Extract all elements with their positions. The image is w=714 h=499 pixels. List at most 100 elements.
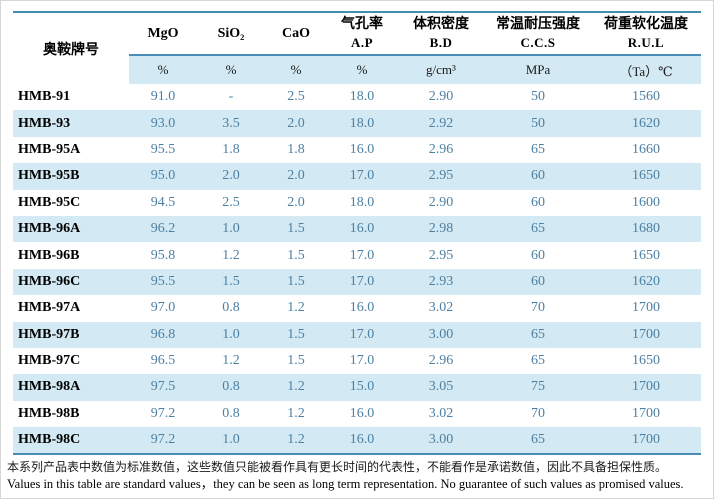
value-cell: 0.8 bbox=[222, 379, 240, 395]
value-cell: 3.05 bbox=[428, 379, 454, 395]
value-cell: 1.0 bbox=[197, 427, 265, 456]
column-header-1: SiO₂ bbox=[197, 12, 265, 56]
value-cell: 18.0 bbox=[349, 194, 375, 210]
brand-cell: HMB-91 bbox=[18, 89, 71, 105]
value-cell: 1.0 bbox=[222, 326, 240, 342]
brand-cell: HMB-96B bbox=[18, 247, 80, 263]
value-cell: 1620 bbox=[632, 273, 660, 289]
value-cell: 91.0 bbox=[150, 89, 176, 105]
value-cell: 1.2 bbox=[222, 353, 240, 369]
value-cell: 3.00 bbox=[397, 427, 485, 456]
value-cell: 1650 bbox=[632, 168, 660, 184]
value-cell: 2.0 bbox=[287, 115, 305, 131]
value-cell: 2.5 bbox=[287, 89, 305, 105]
value-cell: 50 bbox=[531, 115, 545, 131]
value-cell: 17.0 bbox=[349, 168, 375, 184]
unit-cell-0: % bbox=[129, 55, 197, 84]
value-cell: 93.0 bbox=[150, 115, 176, 131]
table-row: HMB-95C 94.5 2.5 2.0 18.0 2.90 60 1600 bbox=[13, 190, 701, 216]
unit-cell-1: % bbox=[197, 55, 265, 84]
value-cell: 50 bbox=[531, 89, 545, 105]
value-cell: 2.0 bbox=[287, 194, 305, 210]
column-title: SiO₂ bbox=[217, 25, 245, 41]
value-cell: 2.0 bbox=[222, 168, 240, 184]
column-title: 气孔率 bbox=[341, 17, 383, 32]
value-cell: 1.5 bbox=[287, 353, 305, 369]
value-cell: 95.5 bbox=[150, 141, 176, 157]
value-cell: 1700 bbox=[591, 427, 701, 456]
table-row: HMB-98C 97.2 1.0 1.2 16.0 3.00 65 1700 bbox=[13, 427, 701, 456]
column-title: MgO bbox=[147, 25, 179, 41]
table-row: HMB-98A 97.5 0.8 1.2 15.0 3.05 75 1700 bbox=[13, 374, 701, 401]
value-cell: 2.0 bbox=[287, 168, 305, 184]
footer-notes: 本系列产品表中数值为标准数值，这些数值只能被看作具有更长时间的代表性，不能看作是… bbox=[7, 459, 713, 492]
value-cell: 95.5 bbox=[150, 273, 176, 289]
brand-cell: HMB-97A bbox=[18, 300, 81, 316]
value-cell: 16.0 bbox=[349, 221, 375, 237]
value-cell: 15.0 bbox=[349, 379, 375, 395]
value-cell: 96.8 bbox=[150, 326, 176, 342]
value-cell: 1620 bbox=[632, 115, 660, 131]
brand-cell: HMB-95C bbox=[18, 194, 81, 210]
value-cell: 16.0 bbox=[327, 427, 397, 456]
table-row: HMB-95B 95.0 2.0 2.0 17.0 2.95 60 1650 bbox=[13, 163, 701, 190]
column-title: 荷重软化温度 bbox=[604, 17, 688, 32]
value-cell: 0.8 bbox=[222, 405, 240, 421]
value-cell: 75 bbox=[531, 379, 545, 395]
value-cell: 1.2 bbox=[287, 405, 305, 421]
column-header-2: CaO bbox=[265, 12, 327, 56]
value-cell: 2.96 bbox=[428, 353, 454, 369]
value-cell: 65 bbox=[531, 141, 545, 157]
value-cell: 1680 bbox=[632, 221, 660, 237]
brand-cell: HMB-98C bbox=[13, 427, 129, 456]
column-header-0: MgO bbox=[129, 12, 197, 56]
value-cell: 65 bbox=[485, 427, 591, 456]
value-cell: 3.5 bbox=[222, 115, 240, 131]
value-cell: 16.0 bbox=[349, 405, 375, 421]
unit-cell-2: % bbox=[265, 55, 327, 84]
value-cell: 1.2 bbox=[265, 427, 327, 456]
table-row: HMB-96A 96.2 1.0 1.5 16.0 2.98 65 1680 bbox=[13, 215, 701, 243]
value-cell: 2.95 bbox=[428, 168, 454, 184]
column-header-5: 常温耐压强度 C.C.S bbox=[485, 12, 591, 56]
table-row: HMB-96C 95.5 1.5 1.5 17.0 2.93 60 1620 bbox=[13, 268, 701, 296]
value-cell: 96.5 bbox=[150, 353, 176, 369]
brand-cell: HMB-97C bbox=[18, 353, 81, 369]
column-abbreviation: C.C.S bbox=[520, 35, 556, 50]
value-cell: 2.92 bbox=[428, 115, 454, 131]
value-cell: 97.0 bbox=[150, 300, 176, 316]
value-cell: 1.5 bbox=[287, 273, 305, 289]
value-cell: 70 bbox=[531, 300, 545, 316]
brand-column-header: 奥鞍牌号 bbox=[13, 12, 129, 84]
column-abbreviation: R.U.L bbox=[627, 35, 665, 50]
value-cell: 1600 bbox=[632, 194, 660, 210]
value-cell: 1.5 bbox=[287, 221, 305, 237]
column-abbreviation: B.D bbox=[429, 35, 453, 50]
value-cell: 3.00 bbox=[428, 326, 454, 342]
value-cell: 1.2 bbox=[287, 379, 305, 395]
value-cell: 60 bbox=[531, 247, 545, 263]
column-abbreviation: A.P bbox=[350, 35, 374, 50]
value-cell: 65 bbox=[531, 221, 545, 237]
brand-cell: HMB-97B bbox=[18, 326, 80, 342]
column-title: 体积密度 bbox=[413, 17, 469, 32]
value-cell: 2.96 bbox=[428, 141, 454, 157]
value-cell: 3.02 bbox=[428, 300, 454, 316]
value-cell: 1650 bbox=[632, 247, 660, 263]
value-cell: 2.90 bbox=[428, 194, 454, 210]
value-cell: 17.0 bbox=[349, 247, 375, 263]
value-cell: 2.93 bbox=[428, 273, 454, 289]
value-cell: 1.0 bbox=[222, 221, 240, 237]
value-cell: 1.8 bbox=[222, 141, 240, 157]
table-row: HMB-97A 97.0 0.8 1.2 16.0 3.02 70 1700 bbox=[13, 295, 701, 321]
column-header-3: 气孔率 A.P bbox=[327, 12, 397, 56]
value-cell: 95.0 bbox=[150, 168, 176, 184]
value-cell: 17.0 bbox=[349, 273, 375, 289]
unit-cell-6: （Ta）℃ bbox=[591, 55, 701, 84]
value-cell: 18.0 bbox=[349, 89, 375, 105]
brand-cell: HMB-93 bbox=[18, 115, 71, 131]
value-cell: 1700 bbox=[632, 326, 660, 342]
value-cell: 2.90 bbox=[428, 89, 454, 105]
value-cell: 65 bbox=[531, 326, 545, 342]
